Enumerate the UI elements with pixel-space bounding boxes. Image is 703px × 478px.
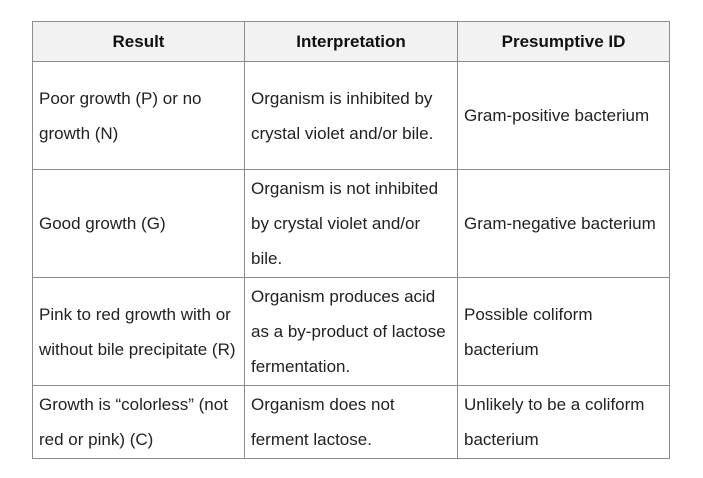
cell-presumptive-id: Unlikely to be a coliform bacterium — [457, 385, 670, 459]
table-row: Good growth (G) Organism is not inhibite… — [32, 169, 670, 278]
cell-result: Good growth (G) — [32, 169, 245, 278]
header-interpretation: Interpretation — [244, 21, 458, 62]
results-table: Result Interpretation Presumptive ID Poo… — [32, 21, 670, 459]
cell-result: Poor growth (P) or no growth (N) — [32, 61, 245, 170]
cell-result: Growth is “colorless” (not red or pink) … — [32, 385, 245, 459]
cell-interpretation: Organism produces acid as a by-product o… — [244, 277, 458, 386]
cell-presumptive-id: Gram-positive bacterium — [457, 61, 670, 170]
header-result: Result — [32, 21, 245, 62]
cell-presumptive-id: Gram-negative bacterium — [457, 169, 670, 278]
header-presumptive-id: Presumptive ID — [457, 21, 670, 62]
header-row: Result Interpretation Presumptive ID — [32, 21, 670, 62]
cell-presumptive-id: Possible coliform bacterium — [457, 277, 670, 386]
table-row: Pink to red growth with or without bile … — [32, 277, 670, 386]
cell-interpretation: Organism is not inhibited by crystal vio… — [244, 169, 458, 278]
cell-interpretation: Organism does not ferment lactose. — [244, 385, 458, 459]
cell-result: Pink to red growth with or without bile … — [32, 277, 245, 386]
table-row: Growth is “colorless” (not red or pink) … — [32, 385, 670, 459]
table-row: Poor growth (P) or no growth (N) Organis… — [32, 61, 670, 170]
cell-interpretation: Organism is inhibited by crystal violet … — [244, 61, 458, 170]
